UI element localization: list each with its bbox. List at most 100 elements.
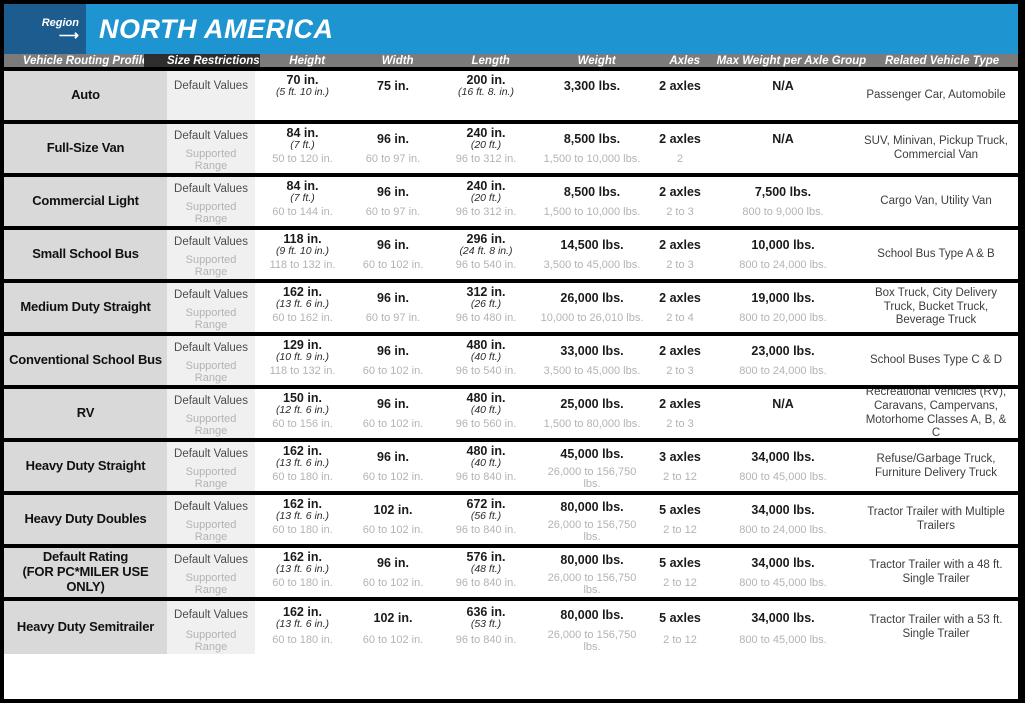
weight-default: 26,000 lbs. [560,290,624,305]
length-default: 480 in. [466,391,506,406]
length-cell: 312 in. (26 ft.) 96 to 480 in. [436,283,536,332]
column-header-weight: Weight [577,54,616,67]
width-default: 96 in. [377,290,409,305]
max-axle-weight-cell: N/A [712,124,854,173]
related-vehicle-type-cell: Tractor Trailer with a 53 ft. Single Tra… [869,613,1003,640]
supported-range-label: Supported Range [185,465,237,491]
length-cell: 480 in. (40 ft.) 96 to 540 in. [436,336,536,385]
size-restrictions-cell: Default Values Supported Range [167,124,255,173]
table-row: Heavy Duty Doubles Default Values Suppor… [4,495,1018,548]
axles-range: 2 to 12 [663,634,697,646]
max-axle-weight-cell: 19,000 lbs. 800 to 20,000 lbs. [712,283,854,332]
max-axle-weight-default: 34,000 lbs. [751,555,815,570]
axles-default: 2 axles [659,237,701,252]
width-default: 96 in. [377,237,409,252]
size-restrictions-cell: Default Values Supported Range [167,230,255,279]
axles-range: 2 to 3 [666,206,694,218]
width-cell: 96 in. 60 to 102 in. [350,442,436,491]
default-values-label: Default Values [174,236,248,249]
length-range: 96 to 840 in. [455,524,517,536]
related-vehicle-type-cell: Tractor Trailer with a 48 ft. Single Tra… [869,558,1003,585]
width-range: 60 to 102 in. [362,634,424,646]
profile-name: Medium Duty Straight [20,299,151,315]
column-header-width: Width [381,54,414,67]
width-default: 96 in. [377,449,409,464]
length-cell: 672 in. (56 ft.) 96 to 840 in. [436,495,536,544]
width-default: 96 in. [377,184,409,199]
weight-cell: 8,500 lbs. 1,500 to 10,000 lbs. [536,124,648,173]
height-range: 60 to 156 in. [272,418,333,430]
weight-default: 45,000 lbs. [560,447,624,462]
related-vehicle-type-cell: Recreational Vehicles (RV), Caravans, Ca… [865,389,1007,440]
height-default: 162 in. [283,550,322,565]
axles-default: 5 axles [659,610,701,625]
axles-cell: 2 axles 2 to 3 [648,389,712,438]
profile-cell: Commercial Light [4,177,167,226]
axles-default: 2 axles [659,131,701,146]
default-values-label: Default Values [174,448,248,461]
axles-default: 2 axles [659,184,701,199]
axles-default: 5 axles [659,502,701,517]
axles-range: 2 to 3 [666,365,694,377]
max-axle-weight-range: 800 to 45,000 lbs. [739,634,827,646]
default-values-label: Default Values [174,130,248,143]
max-axle-weight-cell: 34,000 lbs. 800 to 45,000 lbs. [712,548,854,597]
height-default-feet: (13 ft. 6 in.) [275,298,330,311]
axles-range: 2 to 12 [663,577,697,589]
table-row: Small School Bus Default Values Supporte… [4,230,1018,283]
height-range: 60 to 162 in. [272,312,333,324]
length-default-feet: (53 ft.) [470,618,502,631]
length-default: 240 in. [466,179,506,194]
width-range [350,100,436,120]
weight-cell: 25,000 lbs. 1,500 to 80,000 lbs. [536,389,648,438]
axles-cell: 2 axles 2 to 3 [648,336,712,385]
size-restrictions-cell: Default Values Supported Range [167,442,255,491]
column-header-max-weight-per-axle-group: Max Weight per Axle Group [716,54,867,67]
width-default: 96 in. [377,396,409,411]
max-axle-weight-default: N/A [772,131,794,146]
region-box: Region ⟶ [4,4,86,54]
width-range: 60 to 97 in. [365,312,421,324]
weight-range: 26,000 to 156,750 lbs. [547,518,637,544]
width-range: 60 to 97 in. [365,206,421,218]
column-header-related-vehicle-type: Related Vehicle Type [885,54,1000,67]
region-banner: Region ⟶ NORTH AMERICA [4,4,1018,54]
table-row: Commercial Light Default Values Supporte… [4,177,1018,230]
max-axle-weight-range [712,153,854,173]
height-range: 60 to 180 in. [272,524,333,536]
default-values-label: Default Values [174,289,248,302]
weight-default: 3,300 lbs. [563,78,621,93]
table-row: Full-Size Van Default Values Supported R… [4,124,1018,177]
height-cell: 162 in. (13 ft. 6 in.) 60 to 180 in. [255,548,350,597]
table-header-row: Vehicle Routing Profile Size Restriction… [4,54,1018,71]
related-vehicle-type-cell: Refuse/Garbage Truck, Furniture Delivery… [874,452,998,479]
weight-range [536,100,648,120]
default-values-label: Default Values [174,554,248,567]
profile-name: RV [76,405,95,421]
column-header-vehicle-routing-profile: Vehicle Routing Profile [22,54,149,67]
length-cell: 480 in. (40 ft.) 96 to 840 in. [436,442,536,491]
related-vehicle-type-cell: Passenger Car, Automobile [866,88,1006,101]
height-default: 150 in. [283,391,322,406]
default-values-label: Default Values [174,609,248,622]
table-row: Default Rating (FOR PC*MILER USE ONLY) D… [4,548,1018,601]
weight-range: 10,000 to 26,010 lbs. [540,312,644,324]
axles-default: 2 axles [659,396,701,411]
profile-name: Default Rating [42,549,129,565]
height-default-feet: (5 ft. 10 in.) [275,86,330,99]
max-axle-weight-cell: 7,500 lbs. 800 to 9,000 lbs. [712,177,854,226]
height-cell: 150 in. (12 ft. 6 in.) 60 to 156 in. [255,389,350,438]
profile-name: Conventional School Bus [9,352,162,368]
default-values-label: Default Values [174,501,248,514]
related-vehicle-type-cell: School Bus Type A & B [877,247,995,260]
size-restrictions-cell: Default Values Supported Range [167,495,255,544]
width-cell: 102 in. 60 to 102 in. [350,495,436,544]
table-row: RV Default Values Supported Range 150 in… [4,389,1018,442]
max-axle-weight-range: 800 to 9,000 lbs. [742,206,824,218]
related-vehicle-type-cell: School Buses Type C & D [869,353,1003,366]
width-cell: 96 in. 60 to 102 in. [350,548,436,597]
length-default: 480 in. [466,338,506,353]
height-cell: 70 in. (5 ft. 10 in.) [255,71,350,120]
length-cell: 576 in. (48 ft.) 96 to 840 in. [436,548,536,597]
max-axle-weight-range: 800 to 24,000 lbs. [739,524,827,536]
